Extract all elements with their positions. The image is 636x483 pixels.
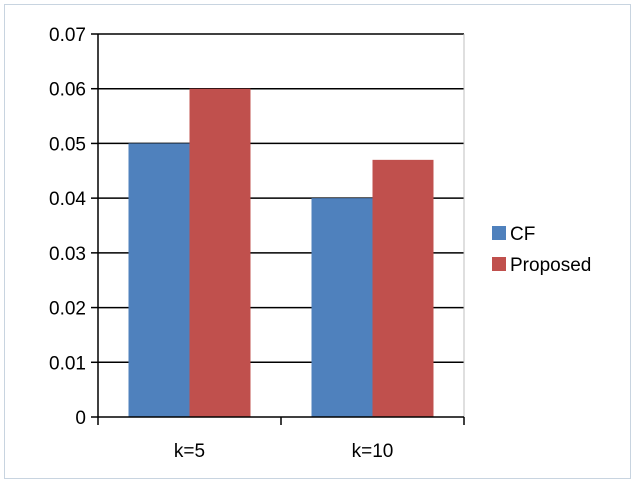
y-tick-label: 0.02 [49,299,86,320]
bar-cf-k5 [128,143,190,417]
y-tick-label: 0.01 [49,353,86,374]
axes [91,33,465,425]
y-tick-label: 0 [75,408,86,429]
bar-proposed-k10 [372,159,434,418]
legend-label-cf: CF [510,224,535,245]
x-tick-labels: k=5 k=10 [174,441,393,462]
legend-swatch-proposed [492,257,506,271]
legend: CF Proposed [492,224,591,276]
y-tick-label: 0.03 [49,244,86,265]
y-tick-label: 0.06 [49,80,86,101]
y-tick-label: 0.05 [49,134,86,155]
legend-swatch-cf [492,226,506,240]
legend-label-proposed: Proposed [510,255,591,276]
y-tick-labels: 0 0.01 0.02 0.03 0.04 0.05 0.06 0.07 [49,25,86,429]
y-tick-label: 0.04 [49,189,86,210]
bars [128,88,434,418]
y-tick-label: 0.07 [49,25,86,46]
x-tick-label: k=5 [174,441,205,462]
bar-proposed-k5 [189,88,251,417]
bar-cf-k10 [311,198,373,417]
x-tick-label: k=10 [352,441,394,462]
